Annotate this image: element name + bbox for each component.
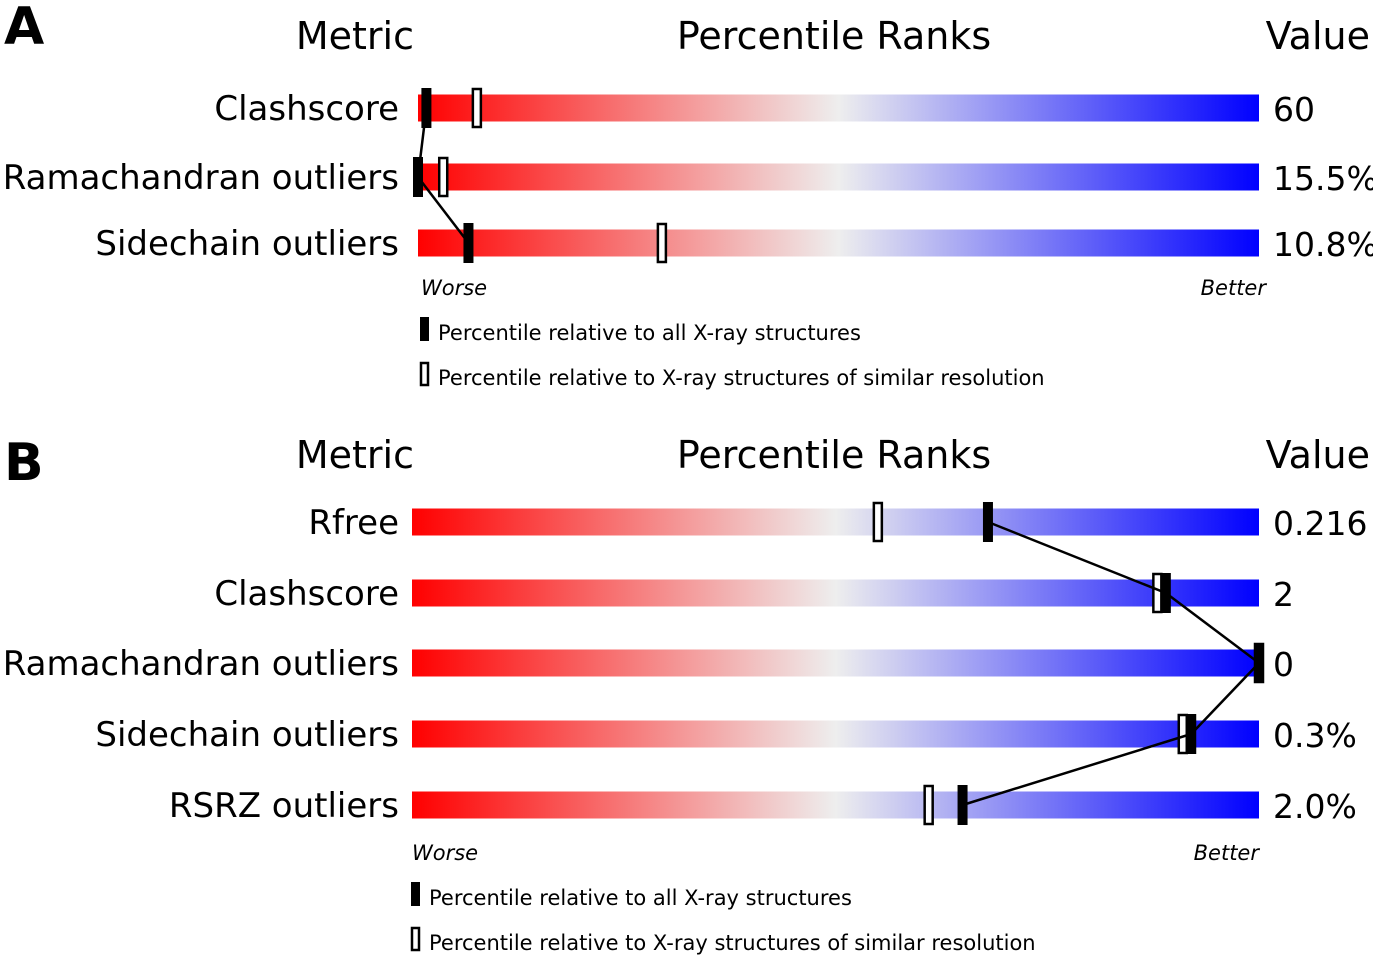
metric-value: 15.5% [1273, 159, 1373, 198]
legend-all-swatch [420, 317, 429, 341]
marker-all-structures [957, 785, 968, 825]
metric-row: RSRZ outliers 2.0% [169, 784, 1357, 826]
legend-similar-swatch [410, 926, 421, 952]
metric-row: Sidechain outliers 0.3% [95, 713, 1357, 755]
marker-similar-resolution [656, 222, 668, 264]
panel-a: A Metric Percentile Ranks Value Clashscore 60… [3, 0, 1373, 390]
all-structures-connector [962, 520, 1261, 807]
metric-value: 10.8% [1273, 225, 1373, 264]
worse-label: Worse [421, 276, 487, 300]
metric-value: 2 [1273, 575, 1294, 614]
worse-label: Worse [412, 841, 478, 865]
all-structures-connector [416, 107, 470, 244]
marker-all-structures [421, 88, 432, 128]
metric-label: Clashscore [214, 574, 399, 614]
legend-similar-swatch [419, 361, 430, 387]
percentile-bar [418, 163, 1259, 191]
marker-similar-resolution [872, 501, 884, 543]
metric-value: 60 [1273, 90, 1315, 129]
metric-label: Sidechain outliers [95, 224, 399, 264]
percentile-bar [412, 579, 1259, 607]
metric-label: Clashscore [214, 89, 399, 129]
panel-letter: A [4, 0, 44, 57]
metric-value: 2.0% [1273, 787, 1357, 826]
legend-all-text: Percentile relative to all X-ray structu… [438, 321, 861, 345]
percentile-bar [412, 508, 1259, 536]
percentile-bar [412, 720, 1259, 748]
metric-row: Sidechain outliers 10.8% [95, 222, 1373, 264]
panel-letter: B [4, 433, 44, 493]
metric-label: Ramachandran outliers [3, 158, 399, 198]
legend-all-text: Percentile relative to all X-ray structu… [429, 886, 852, 910]
header-metric: Metric [296, 14, 414, 58]
legend-similar-text: Percentile relative to X-ray structures … [429, 931, 1036, 955]
percentile-bar [418, 229, 1259, 257]
legend: Percentile relative to all X-ray structu… [419, 317, 1045, 390]
header-percentile-ranks: Percentile Ranks [677, 14, 991, 58]
header-value: Value [1266, 433, 1370, 477]
metric-value: 0.3% [1273, 716, 1357, 755]
legend: Percentile relative to all X-ray structu… [410, 882, 1036, 955]
marker-similar-resolution [1177, 713, 1189, 755]
better-label: Better [1194, 841, 1261, 865]
marker-similar-resolution [923, 784, 934, 826]
header-percentile-ranks: Percentile Ranks [677, 433, 991, 477]
metric-row: Ramachandran outliers 15.5% [3, 156, 1373, 198]
marker-similar-resolution [1152, 572, 1163, 614]
header-metric: Metric [296, 433, 414, 477]
marker-similar-resolution [437, 156, 449, 198]
percentile-bar [412, 649, 1259, 677]
metric-row: Clashscore 60 [214, 87, 1315, 129]
metric-row: Ramachandran outliers 0 [3, 642, 1294, 684]
panel-b: B Metric Percentile Ranks Value Rfree 0.216 Cl… [3, 433, 1370, 955]
metric-label: Rfree [308, 503, 399, 543]
metric-label: RSRZ outliers [169, 786, 399, 826]
legend-all-swatch [411, 882, 420, 906]
metric-row: Rfree 0.216 [308, 501, 1367, 543]
percentile-bar [412, 791, 1259, 819]
metric-label: Ramachandran outliers [3, 644, 399, 684]
marker-all-structures [982, 502, 993, 542]
header-value: Value [1266, 14, 1370, 58]
metric-label: Sidechain outliers [95, 715, 399, 755]
percentile-bar [418, 94, 1259, 122]
marker-similar-resolution [471, 87, 483, 129]
legend-similar-text: Percentile relative to X-ray structures … [438, 366, 1045, 390]
metric-value: 0.216 [1273, 504, 1367, 543]
better-label: Better [1201, 276, 1268, 300]
metric-value: 0 [1273, 645, 1294, 684]
